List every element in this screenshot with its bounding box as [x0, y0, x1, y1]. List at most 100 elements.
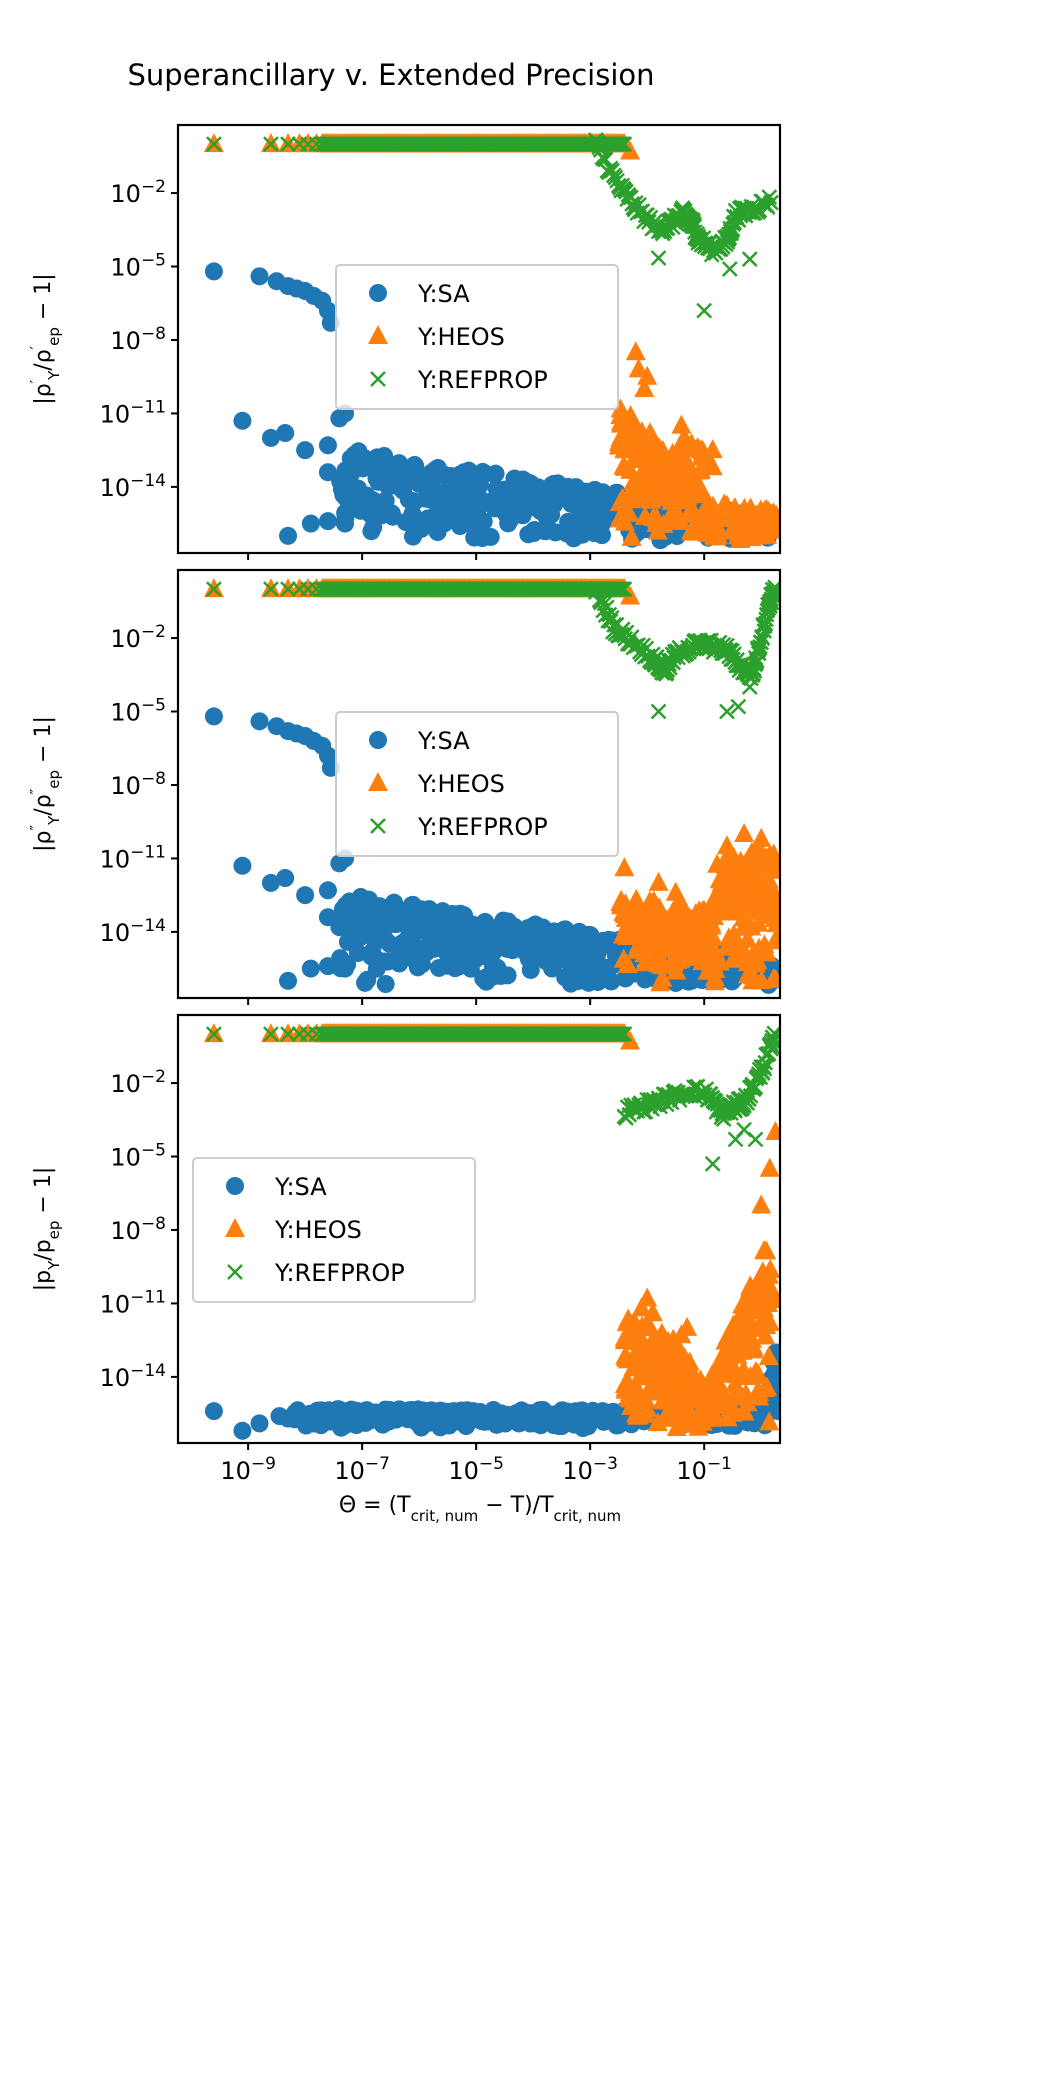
tick-exponent: −2 — [141, 622, 166, 642]
sa-point — [435, 1403, 454, 1422]
y-axis-label-part: − 1| — [31, 716, 56, 770]
refprop-point — [280, 581, 296, 597]
heos-point — [752, 525, 773, 545]
heos-point — [622, 478, 643, 498]
heos-point — [623, 1394, 644, 1414]
y-tick-label: 10−11 — [100, 842, 166, 873]
sa-point — [598, 968, 617, 987]
heos-point — [648, 871, 669, 891]
heos-point — [625, 341, 646, 361]
refprop-point — [280, 1026, 296, 1042]
tick-exponent: −2 — [141, 1067, 166, 1087]
heos-point — [677, 1316, 698, 1336]
heos-point — [709, 951, 730, 971]
refprop-point — [616, 1026, 633, 1042]
sa-point — [336, 514, 355, 533]
tick-exponent: −11 — [130, 397, 166, 417]
sa-point — [367, 950, 386, 969]
heos-point — [368, 772, 388, 791]
heos-point — [701, 915, 722, 935]
heos-point — [650, 1377, 671, 1397]
heos-point — [675, 1379, 696, 1399]
heos-point — [756, 1376, 777, 1396]
heos-point — [759, 1411, 780, 1431]
sa-point — [318, 957, 337, 976]
y-axis-label-part: Y — [45, 815, 63, 826]
heos-point — [648, 472, 669, 492]
sa-point — [599, 935, 618, 954]
sa-point — [261, 873, 280, 892]
heos-point — [677, 924, 698, 944]
heos-point — [671, 1369, 692, 1389]
sa-point — [403, 932, 422, 951]
sa-point — [365, 1409, 384, 1428]
sa-point — [390, 954, 409, 973]
heos-point — [702, 501, 723, 521]
sa-point — [415, 469, 434, 488]
heos-point — [734, 942, 755, 962]
heos-point — [751, 1194, 772, 1214]
tick-exponent: −14 — [130, 1361, 166, 1381]
sa-point — [516, 483, 535, 502]
sa-point — [318, 436, 337, 455]
heos-point — [704, 966, 725, 986]
heos-point — [625, 913, 646, 933]
sa-point — [279, 1409, 298, 1428]
sa-point — [204, 262, 223, 281]
y-tick-label: 10−14 — [100, 471, 166, 502]
heos-point — [654, 927, 675, 947]
tick-base: 10 — [110, 772, 141, 800]
heos-point — [635, 927, 656, 947]
heos-point — [631, 1297, 652, 1317]
heos-point — [680, 911, 701, 931]
sa-point — [553, 480, 572, 499]
heos-point — [633, 464, 654, 484]
sa-point — [402, 896, 421, 915]
heos-point — [735, 915, 756, 935]
refprop-point — [741, 679, 758, 695]
sa-point — [579, 488, 598, 507]
tick-exponent: −5 — [141, 251, 166, 271]
refprop-point — [227, 1264, 243, 1280]
sa-point — [481, 944, 500, 963]
sa-point — [518, 919, 537, 938]
heos-point — [719, 1397, 740, 1417]
heos-point — [634, 377, 655, 397]
sa-point — [440, 478, 459, 497]
y-axis-label-part: /p — [31, 1239, 56, 1260]
sa-point — [233, 411, 252, 430]
heos-point — [624, 1357, 645, 1377]
heos-point — [743, 1364, 764, 1384]
refprop-point — [761, 189, 778, 205]
sa-point — [369, 731, 387, 749]
heos-point — [716, 835, 737, 855]
y-axis-label-part: ep — [45, 1221, 63, 1240]
legend-label-refprop: Y:REFPROP — [417, 366, 548, 394]
sa-point — [393, 481, 412, 500]
sa-point — [516, 943, 535, 962]
heos-point — [737, 964, 758, 984]
sa-point — [204, 707, 223, 726]
sa-point — [501, 509, 520, 528]
heos-point — [702, 456, 723, 476]
heos-point — [741, 1328, 762, 1348]
tick-base: 10 — [220, 1457, 251, 1485]
heos-point — [667, 949, 688, 969]
y-axis-label: |pY/pep − 1| — [31, 1167, 63, 1292]
heos-point — [662, 500, 683, 520]
heos-point — [614, 1373, 635, 1393]
legend-label-sa: Y:SA — [417, 280, 470, 308]
sa-point — [317, 1403, 336, 1422]
sa-point — [417, 904, 436, 923]
heos-point — [632, 1330, 653, 1350]
sa-point — [364, 900, 383, 919]
heos-point — [705, 1406, 726, 1426]
heos-point — [637, 1287, 658, 1307]
sa-point — [295, 1407, 314, 1426]
tick-base: 10 — [110, 254, 141, 282]
heos-point — [677, 436, 698, 456]
sa-point — [204, 1402, 223, 1421]
sa-point — [336, 959, 355, 978]
